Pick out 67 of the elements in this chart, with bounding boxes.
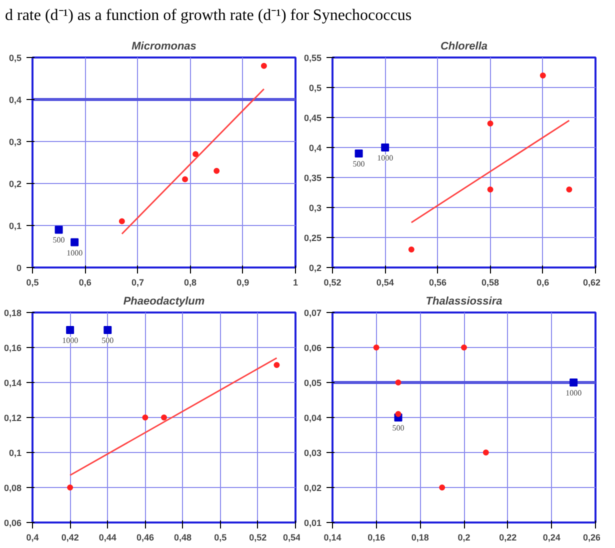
y-tick-label: 0,55 xyxy=(304,52,322,63)
x-tick-label: 0,7 xyxy=(131,277,144,288)
annotation: 1000 xyxy=(566,388,582,398)
y-tick-label: 0,25 xyxy=(304,232,322,243)
y-tick-label: 0,1 xyxy=(8,220,22,231)
y-tick-label: 0,04 xyxy=(304,412,322,423)
x-tick-label: 0,6 xyxy=(78,277,92,288)
y-tick-label: 0,06 xyxy=(304,342,322,353)
annotation: 1000 xyxy=(62,336,78,345)
text: d rate (d⁻¹) as a function of growth rate (d⁻¹) for Synechococcus xyxy=(5,6,412,26)
y-tick-label: 0,5 xyxy=(8,52,22,63)
chart-title: Thalassiossira xyxy=(426,295,502,308)
y-tick-label: 0,03 xyxy=(304,448,322,458)
y-tick-label: 0,16 xyxy=(4,342,22,353)
chart-title: Chlorella xyxy=(440,40,488,52)
x-tick-label: 0,9 xyxy=(236,277,250,288)
y-tick-label: 0,14 xyxy=(4,378,22,388)
annotation: 500 xyxy=(52,236,65,245)
x-tick-label: 0,5 xyxy=(26,277,39,288)
x-tick-label: 0,42 xyxy=(61,532,79,542)
y-tick-label: 0,05 xyxy=(304,378,322,388)
x-tick-label: 0,2 xyxy=(458,532,470,542)
y-tick-label: 0,12 xyxy=(4,412,22,423)
x-tick-label: 0,52 xyxy=(249,532,267,542)
y-tick-label: 0,2 xyxy=(308,262,322,273)
x-tick-label: 0,4 xyxy=(26,532,39,542)
y-tick-label: 0,2 xyxy=(8,178,22,189)
y-tick-label: 0,3 xyxy=(8,136,22,147)
annotation: 500 xyxy=(392,423,404,432)
y-tick-label: 0,07 xyxy=(304,308,322,318)
x-tick-label: 0,48 xyxy=(174,532,192,542)
x-tick-label: 0,62 xyxy=(582,277,601,288)
x-tick-label: 0,14 xyxy=(324,532,342,542)
x-tick-label: 0,26 xyxy=(582,532,601,542)
annotation: 500 xyxy=(102,336,114,345)
x-tick-label: 0,44 xyxy=(98,532,116,542)
x-tick-label: 0,6 xyxy=(536,277,550,288)
x-tick-label: 0,54 xyxy=(376,277,394,288)
x-tick-label: 1 xyxy=(292,277,298,288)
x-tick-label: 0,8 xyxy=(184,277,197,288)
y-tick-label: 0,3 xyxy=(308,202,322,213)
y-tick-label: 0,1 xyxy=(8,448,22,458)
y-tick-label: 0,18 xyxy=(4,308,22,318)
annotation: 1000 xyxy=(66,248,83,258)
y-tick-label: 0,01 xyxy=(304,518,322,528)
y-tick-label: 0,06 xyxy=(4,518,22,528)
chart-title: Micromonas xyxy=(132,40,196,52)
y-tick-label: 0,5 xyxy=(308,82,322,93)
x-tick-label: 0,18 xyxy=(411,532,429,542)
y-tick-label: 0,45 xyxy=(304,112,322,123)
x-tick-label: 0,56 xyxy=(428,277,446,288)
x-tick-label: 0,22 xyxy=(499,532,517,542)
x-tick-label: 0,58 xyxy=(482,277,500,288)
chart-title: Phaeodactylum xyxy=(123,295,205,308)
y-tick-label: 0,4 xyxy=(8,94,22,105)
y-tick-label: 0 xyxy=(16,262,22,273)
annotation: 500 xyxy=(352,159,365,168)
annotation: 1000 xyxy=(377,153,394,162)
y-tick-label: 0,08 xyxy=(4,482,22,493)
y-tick-label: 0,4 xyxy=(308,142,322,153)
x-tick-label: 0,46 xyxy=(136,532,154,542)
x-tick-label: 0,24 xyxy=(542,532,560,542)
y-tick-label: 0,35 xyxy=(304,172,322,183)
x-tick-label: 0,52 xyxy=(324,277,342,288)
y-tick-label: 0,02 xyxy=(304,482,322,493)
x-tick-label: 0,16 xyxy=(368,532,386,542)
x-tick-label: 0,5 xyxy=(214,532,227,542)
